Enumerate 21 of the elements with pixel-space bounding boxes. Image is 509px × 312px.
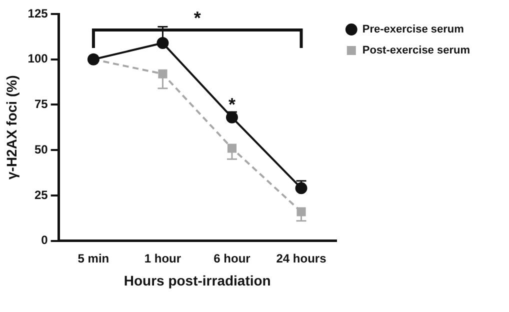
point [296,207,306,216]
annotation: * [228,94,236,114]
y-tick-label: 0 [41,233,48,248]
y-tick-label: 125 [28,6,48,20]
x-tick-label: 1 hour [144,251,182,266]
point [227,144,237,153]
legend-label: Post-exercise serum [362,44,470,57]
point [158,69,168,78]
y-tick-label: 75 [34,97,48,112]
x-tick-label: 24 hours [276,251,327,266]
legend-label: Pre-exercise serum [362,24,464,36]
x-tick-label: 6 hour [214,251,251,266]
y-tick-label: 50 [34,142,48,156]
y-tick-label: 25 [34,188,48,202]
point [226,111,238,124]
point [156,37,169,50]
x-axis-title: Hours post-irradiation [124,272,271,288]
y-tick-label: 100 [28,52,48,66]
annotation: * [194,8,201,28]
y-axis-title: γ-H2AX foci (%) [3,75,20,180]
x-tick-label: 5 min [78,251,110,266]
